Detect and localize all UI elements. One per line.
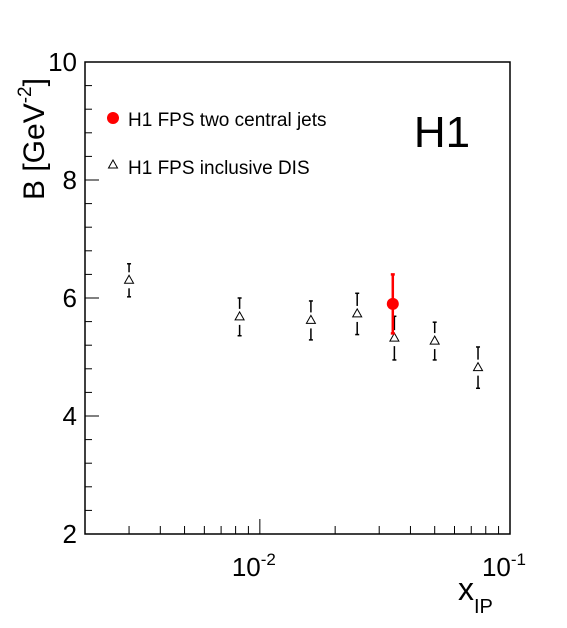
data-point-inclusive-dis — [389, 332, 400, 342]
x-tick-label: 10-1 — [482, 550, 526, 582]
legend: H1 FPS two central jets H1 FPS inclusive… — [107, 110, 327, 179]
x-tick-label-exponent: -2 — [261, 550, 276, 569]
y-tick-label: 2 — [63, 519, 77, 549]
legend-label-two-central-jets: H1 FPS two central jets — [128, 110, 327, 131]
y-axis-label-superscript: -2 — [15, 86, 36, 103]
y-tick-label: 8 — [63, 165, 77, 195]
legend-label-inclusive-dis: H1 FPS inclusive DIS — [128, 158, 310, 179]
x-tick-label-exponent: -1 — [511, 550, 526, 569]
data-marks — [123, 263, 484, 390]
data-point-inclusive-dis — [351, 307, 363, 318]
y-tick-label: 6 — [63, 283, 77, 313]
legend-marker-inclusive-dis — [107, 158, 119, 169]
data-point-inclusive-dis — [234, 310, 245, 321]
legend-marker-two-central-jets — [107, 112, 119, 124]
y-tick-label: 4 — [63, 401, 77, 431]
x-tick-label-base: 10 — [482, 552, 511, 582]
data-point-inclusive-dis — [305, 314, 317, 324]
h1-watermark: H1 — [414, 108, 470, 157]
y-tick-label: 10 — [48, 47, 77, 77]
x-axis-label-subscript: IP — [474, 596, 493, 618]
data-point-two-central-jets — [386, 297, 399, 310]
data-point-inclusive-dis — [429, 335, 441, 345]
y-axis-label-close: ] — [18, 78, 51, 86]
y-axis-label: B [GeV-2] — [15, 78, 51, 200]
data-point-inclusive-dis — [472, 361, 484, 372]
x-tick-label: 10-2 — [232, 550, 276, 582]
x-axis-label-main: x — [458, 571, 474, 607]
x-axis-label: xIP — [458, 571, 493, 618]
x-tick-label-base: 10 — [232, 552, 261, 582]
data-point-inclusive-dis — [123, 274, 135, 284]
y-axis-label-main: B [GeV — [18, 103, 51, 200]
